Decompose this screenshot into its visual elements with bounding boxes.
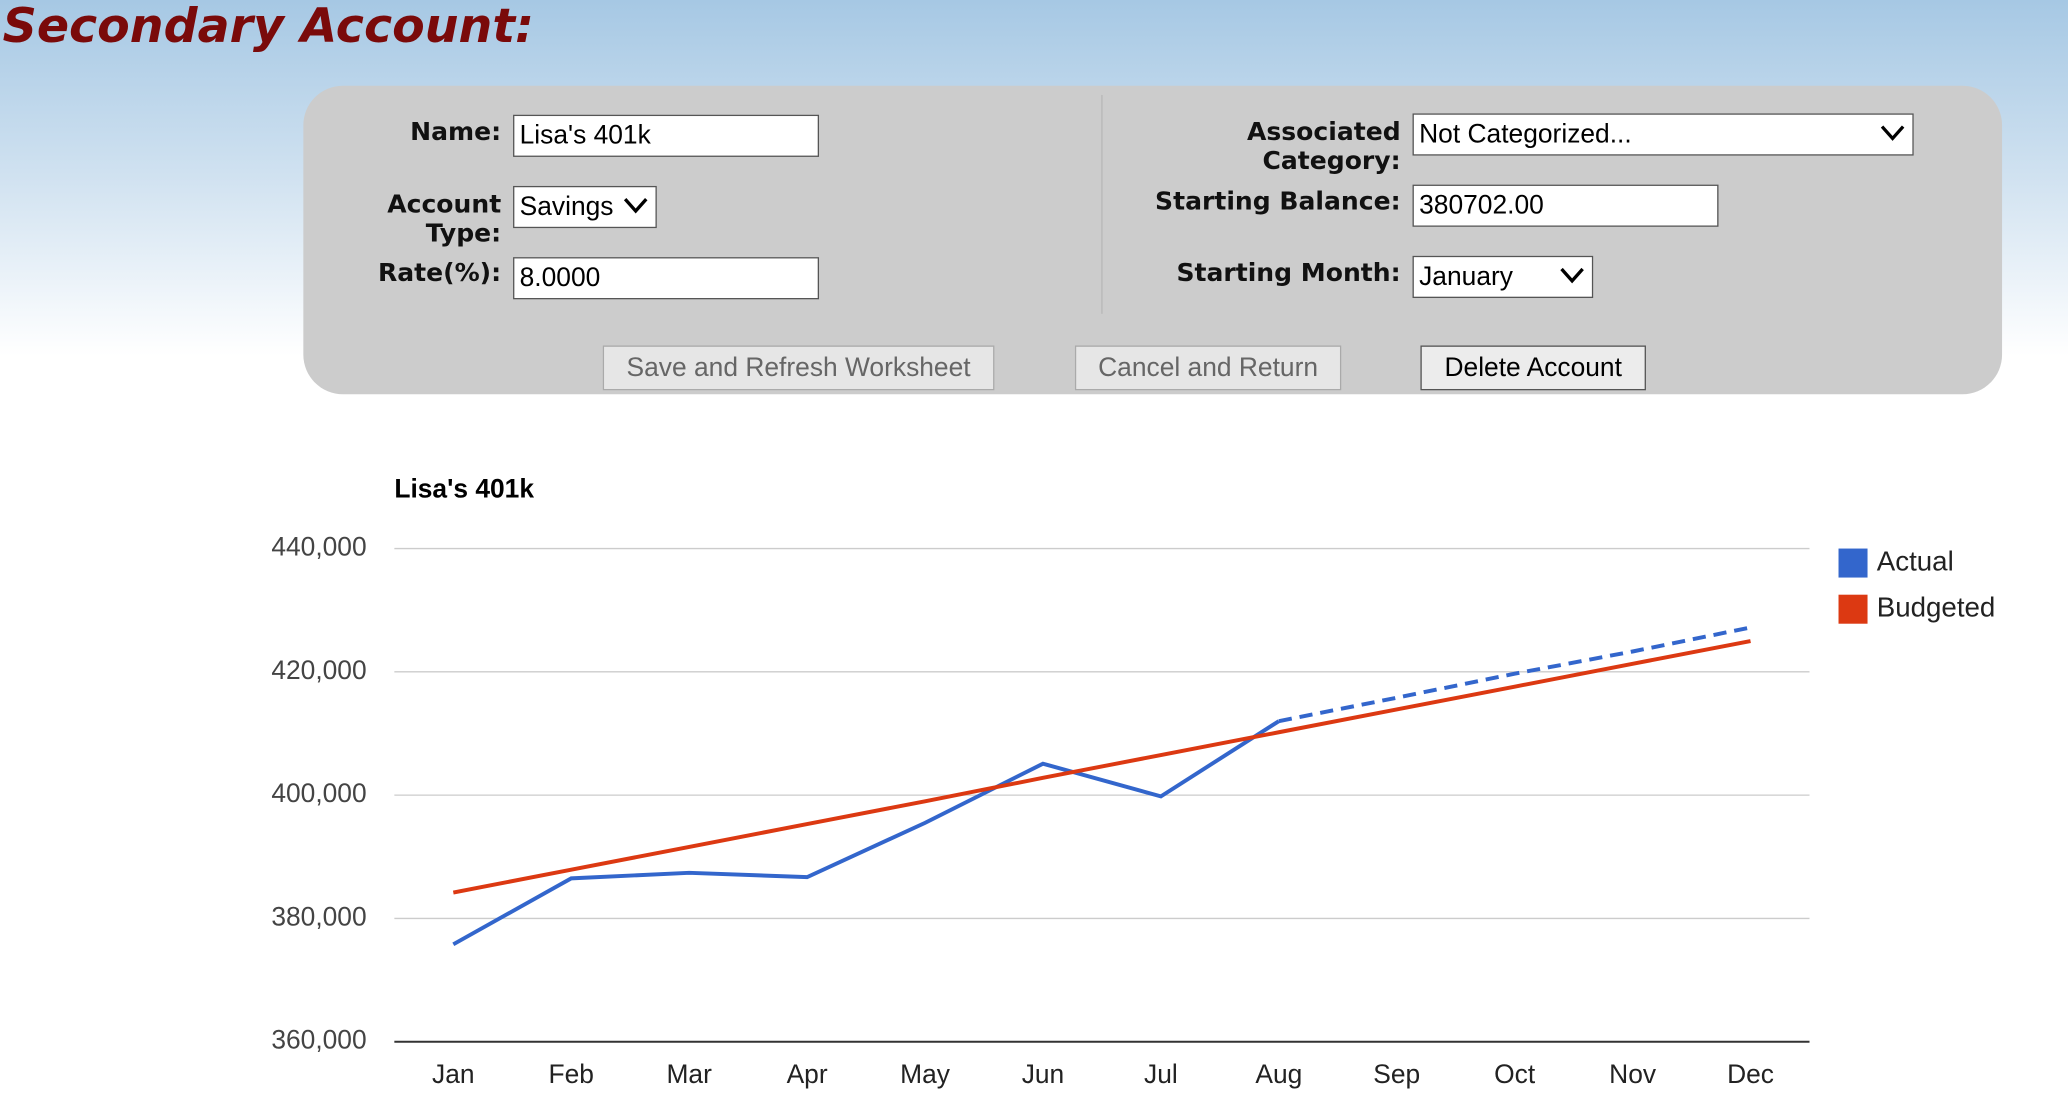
y-tick-label: 420,000 [271,655,366,685]
select[interactable]: January [1412,255,1594,299]
divider [1101,94,1103,314]
y-tick-label: 380,000 [271,901,366,931]
save-button[interactable]: Save and Refresh Worksheet [602,345,995,391]
page-title: Secondary Account: [2,0,535,55]
chevron [1560,267,1584,284]
y-tick-label: 440,000 [271,532,366,562]
x-tick-label: Apr [787,1059,828,1089]
chevron [1880,125,1905,141]
label: Rate(%): [377,258,502,288]
cancel-button[interactable]: Cancel and Return [1074,345,1342,391]
chevron [623,198,648,214]
chart-title: Lisa's 401k [394,473,534,503]
legend-swatch [1838,594,1868,624]
text-input[interactable]: 380702.00 [1412,184,1719,227]
x-tick-label: May [900,1059,951,1089]
projected-line [1278,625,1751,724]
legend-swatch [1838,548,1868,578]
select-value: Not Categorized... [1419,119,1632,150]
x-tick-label: Aug [1255,1059,1302,1089]
select[interactable]: Not Categorized... [1412,113,1914,156]
label: Associated Category: [1246,117,1401,176]
label: Starting Balance: [1155,187,1401,217]
label: Name: [410,117,502,147]
x-tick-label: Jan [432,1059,475,1089]
label: Starting Month: [1176,258,1401,288]
select-value: January [1419,262,1513,292]
label: Account Type: [387,189,502,248]
x-tick-label: Mar [666,1059,712,1089]
x-tick-label: Jun [1022,1059,1065,1089]
x-tick-label: Jul [1144,1059,1178,1089]
series-line [452,719,1280,947]
select[interactable]: Savings [513,185,657,229]
y-tick-label: 360,000 [271,1025,366,1055]
text-input[interactable]: Lisa's 401k [513,114,820,157]
series-line [452,639,1751,895]
x-tick-label: Oct [1494,1059,1536,1089]
x-tick-label: Nov [1609,1059,1657,1089]
x-tick-label: Dec [1727,1059,1774,1089]
x-tick-label: Feb [549,1059,594,1089]
legend-label: Budgeted [1877,592,1996,623]
delete-button[interactable]: Delete Account [1420,345,1646,391]
x-tick-label: Sep [1373,1059,1420,1089]
text-input[interactable]: 8.0000 [513,257,820,300]
legend-label: Actual [1877,545,1954,576]
y-tick-label: 400,000 [271,778,366,808]
select-value: Savings [519,192,614,222]
